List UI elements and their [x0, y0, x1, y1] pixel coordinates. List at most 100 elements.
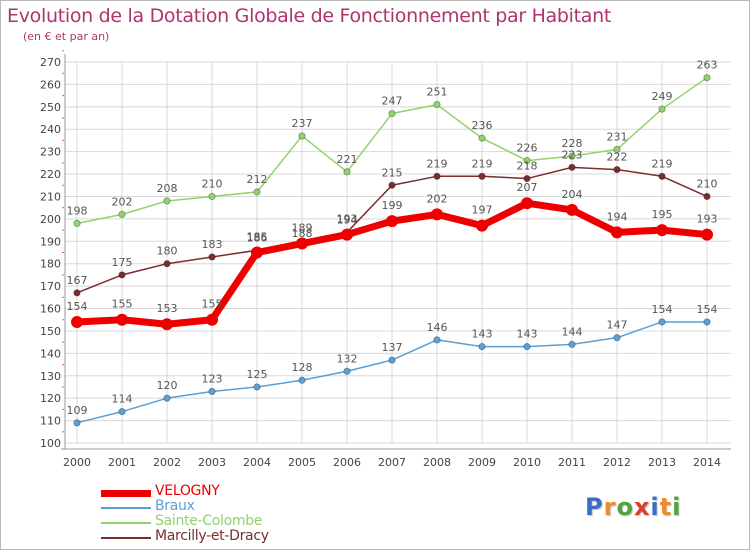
data-point [343, 367, 351, 375]
legend-swatch [101, 537, 151, 539]
data-label: 167 [67, 274, 88, 287]
data-point [478, 134, 486, 142]
data-point [343, 168, 351, 176]
data-point [163, 394, 171, 402]
data-label: 263 [697, 59, 718, 72]
data-label: 207 [517, 181, 538, 194]
legend-label: Sainte-Colombe [155, 513, 263, 529]
data-label: 193 [697, 213, 718, 226]
y-tick-label: 270 [40, 56, 61, 69]
x-tick-label: 2008 [423, 456, 451, 469]
data-point [568, 340, 576, 348]
data-point [388, 181, 396, 189]
data-point [296, 237, 308, 250]
data-point [613, 334, 621, 342]
data-label: 195 [652, 208, 673, 221]
data-label: 180 [157, 245, 178, 258]
y-tick-label: 160 [40, 303, 61, 316]
x-tick-label: 2004 [243, 456, 271, 469]
data-label: 144 [562, 325, 583, 338]
data-label: 237 [292, 117, 313, 130]
data-point [658, 105, 666, 113]
data-label: 175 [112, 256, 133, 269]
data-point [703, 192, 711, 201]
legend-swatch [101, 522, 151, 524]
data-point [163, 260, 171, 268]
data-label: 251 [427, 86, 448, 99]
data-point [523, 157, 531, 165]
data-point [476, 219, 488, 232]
y-tick-label: 180 [40, 258, 61, 271]
data-point [568, 152, 576, 160]
data-label: 193 [337, 213, 358, 226]
chart-subtitle: (en € et par an) [23, 30, 110, 43]
data-label: 219 [652, 157, 673, 170]
data-label: 221 [337, 153, 358, 166]
data-point [251, 246, 263, 259]
data-label: 125 [247, 368, 268, 381]
logo-letter: x [633, 493, 651, 521]
data-point [253, 383, 261, 391]
logo-letter: i [650, 493, 660, 521]
data-point [658, 318, 666, 326]
data-label: 186 [247, 231, 268, 244]
data-label: 215 [382, 166, 403, 179]
data-label: 154 [697, 303, 718, 316]
data-point [703, 318, 711, 326]
data-label: 219 [427, 157, 448, 170]
data-point [478, 343, 486, 351]
x-tick-label: 2009 [468, 456, 496, 469]
data-point [386, 215, 398, 228]
x-tick-label: 2013 [648, 456, 676, 469]
data-point [73, 289, 81, 297]
data-point [253, 188, 261, 196]
data-label: 231 [607, 130, 628, 143]
y-tick-label: 110 [40, 415, 61, 428]
data-label: 137 [382, 341, 403, 354]
y-tick-label: 120 [40, 392, 61, 405]
data-point [208, 387, 216, 396]
data-label: 143 [472, 328, 493, 341]
data-point [388, 356, 396, 364]
data-label: 218 [517, 160, 538, 173]
data-point [701, 228, 713, 241]
data-label: 226 [517, 142, 538, 155]
data-label: 155 [112, 298, 133, 311]
x-tick-label: 2010 [513, 456, 541, 469]
y-tick-label: 150 [40, 325, 61, 338]
logo-letter: o [616, 493, 634, 521]
data-label: 194 [337, 213, 358, 226]
logo-letter: t [659, 493, 673, 521]
proxiti-logo: Proxiti [585, 493, 681, 521]
data-point [613, 145, 621, 154]
series-lines [71, 74, 713, 427]
x-tick-label: 2002 [153, 456, 181, 469]
data-point [523, 343, 531, 351]
data-label: 188 [292, 227, 313, 240]
data-label: 154 [652, 303, 673, 316]
legend-label: Braux [155, 498, 195, 514]
y-tick-label: 260 [40, 78, 61, 91]
y-tick-label: 250 [40, 101, 61, 114]
data-label: 212 [247, 173, 268, 186]
x-tick-label: 2014 [693, 456, 721, 469]
data-label: 123 [202, 372, 223, 385]
x-tick-label: 2001 [108, 456, 136, 469]
legend-swatch [101, 489, 151, 497]
x-tick-label: 2006 [333, 456, 361, 469]
data-point [703, 74, 711, 82]
data-label: 204 [562, 188, 583, 201]
x-tick-label: 2005 [288, 456, 316, 469]
y-tick-label: 200 [40, 213, 61, 226]
data-point [73, 419, 81, 427]
data-point [206, 313, 218, 326]
legend-swatch [101, 507, 151, 509]
data-label: 247 [382, 95, 403, 108]
data-label: 143 [517, 328, 538, 341]
data-point [611, 226, 623, 239]
y-tick-label: 190 [40, 235, 61, 248]
logo-letter: P [585, 493, 604, 521]
data-point [433, 172, 441, 180]
data-label: 210 [697, 177, 718, 190]
